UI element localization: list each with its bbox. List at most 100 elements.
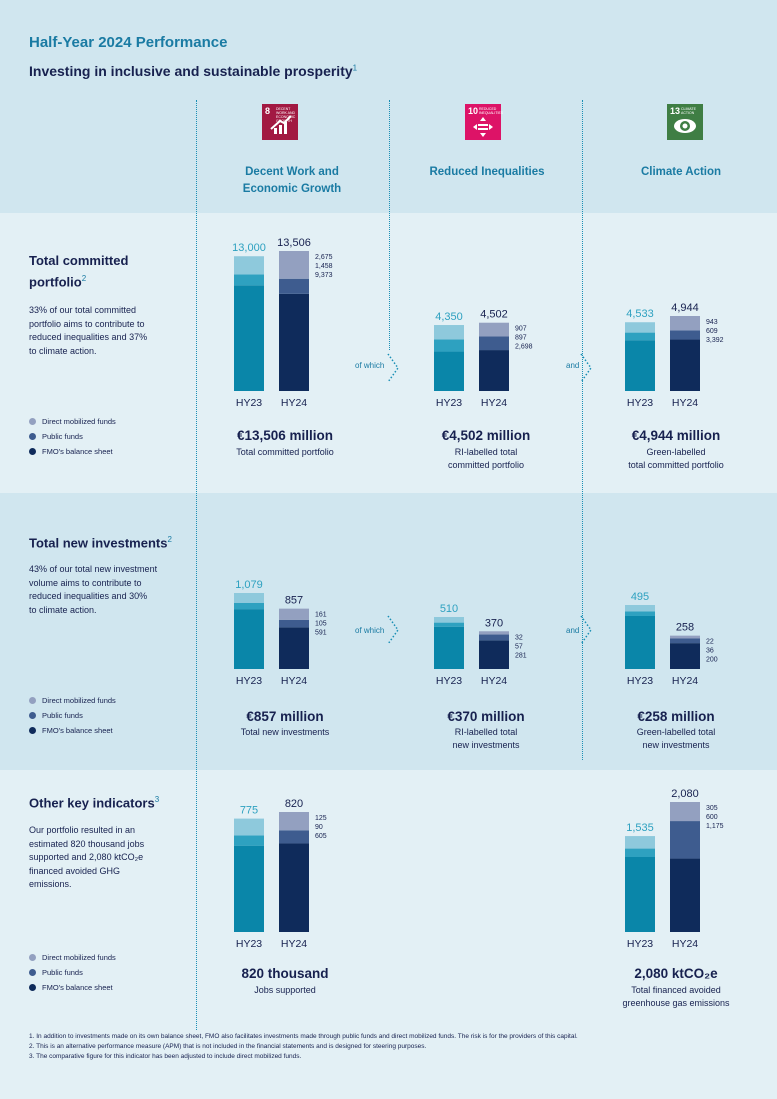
column-heading-decent-work: Decent Work and Economic Growth [242, 166, 342, 195]
bar-segment [434, 339, 464, 352]
bar-segment [670, 821, 700, 859]
connector-arrow-icon [580, 353, 592, 383]
series-value-label: 609 [706, 328, 718, 335]
caption-ri-committed: RI-labelled total committed portfolio [447, 447, 525, 470]
bar-segment [479, 336, 509, 351]
bar-segment [234, 835, 264, 846]
bar-segment [279, 812, 309, 831]
section-title-new-investments: Total new investments2 [29, 535, 172, 551]
bar-segment [479, 631, 509, 635]
bar-segment [434, 351, 464, 391]
caption-total-committed: Total committed portfolio [236, 447, 334, 457]
bar-segment [625, 836, 655, 849]
series-value-label: 943 [706, 319, 718, 326]
bar-total-label: 13,000 [232, 242, 266, 254]
series-value-label: 22 [706, 639, 714, 646]
page-title: Half-Year 2024 Performance [29, 34, 228, 51]
category-label: HY23 [627, 397, 653, 409]
bar-segment [234, 818, 264, 836]
result-total-new: €857 million [246, 709, 324, 724]
section-desc-new-investments: 43% of our total new investment volume ai… [29, 564, 158, 615]
bar-total-label: 370 [485, 617, 503, 629]
caption-ri-new: RI-labelled total new investments [452, 727, 520, 750]
connector-arrow-icon [580, 615, 592, 645]
legend-item-fmo: FMO's balance sheet [29, 980, 116, 995]
bar-segment [670, 339, 700, 391]
bar-segment [279, 293, 309, 391]
legend-item-public: Public funds [29, 429, 116, 444]
bar-total-label: 4,944 [671, 302, 699, 314]
series-value-label: 90 [315, 824, 323, 831]
column-heading-reduced-inequalities: Reduced Inequalities [429, 166, 545, 178]
category-label: HY24 [672, 397, 698, 409]
bar-segment [625, 611, 655, 616]
category-label: HY23 [236, 397, 262, 409]
result-green-committed: €4,944 million [631, 428, 721, 443]
series-value-label: 200 [706, 657, 718, 664]
column-divider-right [582, 100, 583, 760]
footnote-2: 2. This is an alternative performance me… [29, 1043, 427, 1050]
bar-total-label: 775 [240, 805, 258, 817]
legend-item-public: Public funds [29, 708, 116, 723]
connector-and-2: and [566, 626, 580, 635]
sdg8-icon: 8 DECENT WORK AND ECONOMIC GROWTH [262, 104, 298, 140]
bar-segment [625, 340, 655, 391]
bar-segment [625, 848, 655, 857]
category-label: HY23 [627, 938, 653, 950]
series-value-label: 1,458 [315, 263, 333, 270]
legend-item-fmo: FMO's balance sheet [29, 444, 116, 459]
bar-segment [625, 605, 655, 612]
bar-segment [479, 640, 509, 669]
series-value-label: 591 [315, 630, 327, 637]
bar-segment [234, 285, 264, 391]
bar-segment [279, 278, 309, 294]
result-emissions: 2,080 ktCO₂e [634, 966, 718, 981]
bar-segment [670, 638, 700, 644]
category-label: HY24 [281, 397, 307, 409]
series-value-label: 2,698 [515, 344, 533, 351]
category-label: HY24 [672, 675, 698, 687]
result-jobs: 820 thousand [241, 966, 329, 981]
connector-arrow-icon [387, 615, 399, 645]
section-title-other: Other key indicators3 [29, 795, 160, 811]
category-label: HY24 [281, 938, 307, 950]
category-label: HY23 [236, 938, 262, 950]
category-label: HY23 [436, 397, 462, 409]
result-ri-new: €370 million [447, 709, 525, 724]
series-value-label: 57 [515, 643, 523, 650]
series-value-label: 161 [315, 612, 327, 619]
category-label: HY24 [672, 938, 698, 950]
series-value-label: 1,175 [706, 823, 724, 830]
bar-segment [434, 622, 464, 627]
column-heading-climate-action: Climate Action [640, 166, 722, 178]
series-value-label: 281 [515, 652, 527, 659]
bar-total-label: 1,079 [235, 579, 263, 591]
legend-item-public: Public funds [29, 965, 116, 980]
series-value-label: 897 [515, 335, 527, 342]
bar-total-label: 820 [285, 798, 303, 810]
legend-item-direct: Direct mobilized funds [29, 414, 116, 429]
series-value-label: 32 [515, 634, 523, 641]
bar-total-label: 1,535 [626, 822, 654, 834]
legend-item-direct: Direct mobilized funds [29, 693, 116, 708]
bar-segment [625, 332, 655, 341]
bar-segment [670, 316, 700, 331]
bar-segment [234, 593, 264, 603]
bar-segment [234, 845, 264, 932]
legend-item-direct: Direct mobilized funds [29, 950, 116, 965]
bar-segment [479, 350, 509, 391]
series-value-label: 36 [706, 648, 714, 655]
bar-segment [234, 274, 264, 286]
series-value-label: 907 [515, 326, 527, 333]
legend-committed: Direct mobilized funds Public funds FMO'… [29, 414, 116, 459]
section-title-committed: Total committed portfolio2 [29, 253, 129, 290]
bar-total-label: 2,080 [671, 788, 699, 800]
section-desc-committed: 33% of our total committed portfolio aims… [29, 305, 148, 356]
bar-segment [434, 617, 464, 623]
series-value-label: 9,373 [315, 272, 333, 279]
connector-of-which-2: of which [355, 626, 385, 635]
bar-segment [625, 857, 655, 932]
column-divider-middle [389, 100, 390, 350]
bar-segment [234, 609, 264, 669]
